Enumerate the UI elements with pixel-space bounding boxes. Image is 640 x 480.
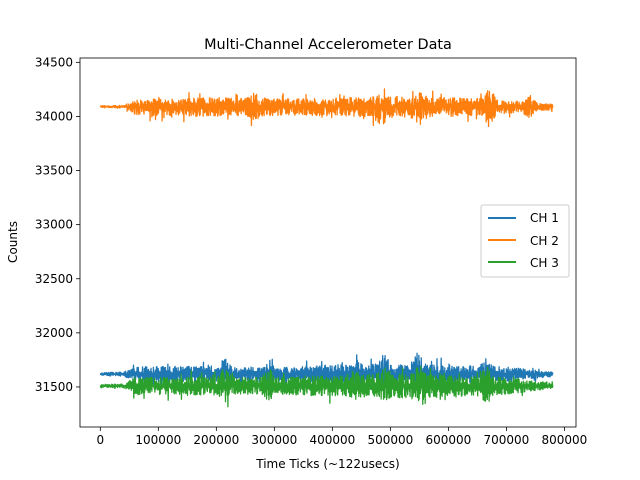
x-tick-label: 800000 [541,433,587,447]
legend-box [480,204,570,278]
x-tick-label: 0 [96,433,104,447]
series-line-2 [99,88,554,128]
x-tick-label: 600000 [425,433,471,447]
plot-lines [99,88,554,408]
legend: CH 1 CH 2 CH 3 [480,204,570,278]
y-tick-label: 33500 [35,164,73,178]
x-tick-label: 100000 [135,433,181,447]
x-tick-label: 200000 [193,433,239,447]
x-axis-label: Time Ticks (~122usecs) [255,457,400,471]
y-tick-label: 34000 [35,109,73,123]
series-line-3 [99,365,554,408]
x-tick-label: 400000 [309,433,355,447]
legend-label-ch2: CH 2 [530,234,559,248]
y-axis-ticks: 31500 32000 32500 33000 33500 34000 34500 [35,55,80,394]
y-tick-label: 32500 [35,272,73,286]
y-tick-label: 34500 [35,55,73,69]
x-axis-ticks: 0 100000 200000 300000 400000 500000 600000 700… [96,427,587,447]
legend-label-ch1: CH 1 [530,211,559,225]
y-axis-label: Counts [6,221,20,263]
plot-frame [79,57,577,428]
y-tick-label: 31500 [35,380,73,394]
x-tick-label: 300000 [251,433,297,447]
x-tick-label: 700000 [483,433,529,447]
y-tick-label: 33000 [35,218,73,232]
legend-label-ch3: CH 3 [530,256,559,270]
y-tick-label: 32000 [35,326,73,340]
x-tick-label: 500000 [367,433,413,447]
chart-title: Multi-Channel Accelerometer Data [204,37,452,53]
